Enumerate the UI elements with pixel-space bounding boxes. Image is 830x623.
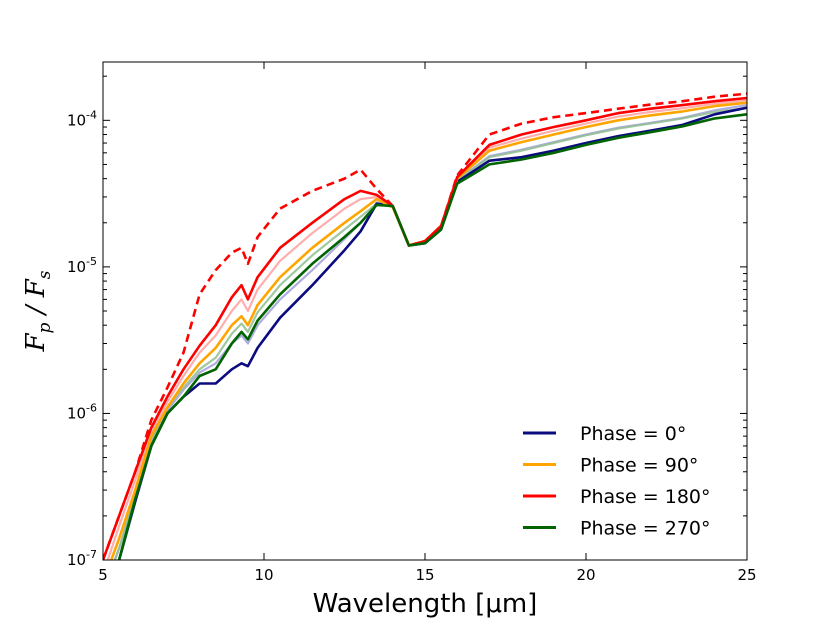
- y-tick-label: 10-6: [67, 401, 97, 422]
- legend-label-phase-180: Phase = 180°: [580, 486, 711, 508]
- plot-frame: [103, 62, 747, 560]
- legend-label-phase-270: Phase = 270°: [580, 518, 711, 540]
- x-tick-label: 10: [254, 566, 273, 584]
- legend-label-phase-90: Phase = 90°: [580, 455, 698, 477]
- x-tick-label: 5: [98, 566, 108, 584]
- y-tick-label: 10-4: [67, 108, 97, 129]
- series-line-180: [103, 96, 747, 560]
- x-tick-label: 15: [415, 566, 434, 584]
- y-label-sub-p: p: [35, 322, 55, 333]
- x-tick-label: 20: [576, 566, 595, 584]
- y-tick-label: 10-7: [67, 548, 97, 569]
- series-lines: [103, 92, 747, 560]
- series-line-extra-5: [106, 99, 747, 560]
- y-axis-label-text: Fp / Fs: [21, 270, 55, 352]
- legend: Phase = 0° Phase = 90° Phase = 180° Phase =…: [523, 423, 711, 540]
- x-axis-ticks: 5 10 15 20 25: [98, 62, 757, 584]
- y-axis-label: Fp / Fs: [21, 270, 55, 352]
- y-label-sub-s: s: [35, 270, 55, 279]
- y-tick-label: 10-5: [67, 255, 97, 276]
- x-axis-label: Wavelength [μm]: [313, 589, 538, 619]
- series-line-90: [109, 101, 747, 560]
- y-axis-ticks: 10-7 10-6 10-5 10-4: [67, 75, 747, 569]
- y-label-slash: /: [21, 297, 51, 322]
- series-line-extra-7: [113, 107, 747, 560]
- y-label-F1: F: [21, 333, 51, 353]
- plot-area: 5 10 15 20 25 10-7 10-6 10-5 10-4: [67, 61, 757, 584]
- series-line-extra-4: [103, 92, 747, 560]
- legend-label-phase-0: Phase = 0°: [580, 423, 686, 445]
- series-line-270: [117, 113, 747, 560]
- x-tick-label: 25: [737, 566, 756, 584]
- y-label-F2: F: [21, 278, 51, 298]
